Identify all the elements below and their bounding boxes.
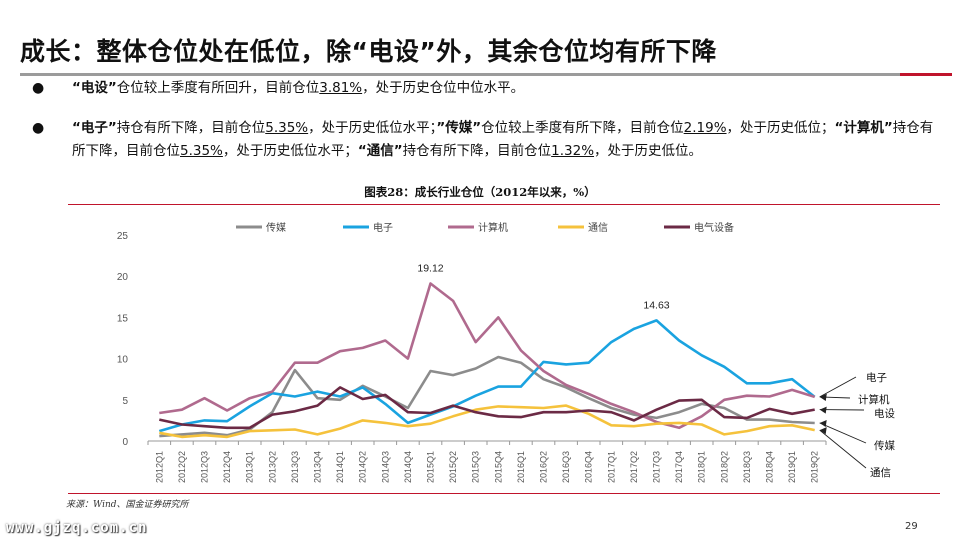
legend-label: 电子 [373, 221, 393, 234]
y-tick-label: 5 [122, 396, 128, 407]
arrow-head-icon [819, 419, 827, 427]
series-line [159, 404, 815, 439]
legend-label: 通信 [588, 222, 608, 234]
bullet-1-segment-10: 5.35% [180, 143, 223, 159]
bullet-1-segment-7: ，处于历史低位； [726, 120, 835, 136]
bullet-0-segment-0: “电设” [72, 80, 117, 96]
source-note: 来源：Wind、国金证券研究所 [66, 500, 189, 510]
x-tick-label: 2017Q1 [606, 451, 616, 483]
x-tick-label: 2012Q2 [177, 451, 187, 483]
y-tick-label: 20 [117, 272, 129, 283]
y-tick-label: 10 [117, 355, 129, 366]
bullet-1-segment-3: ，处于历史低位水平； [308, 120, 437, 136]
x-tick-label: 2016Q1 [516, 451, 526, 483]
bullet-1-segment-0: “电子” [72, 120, 117, 136]
y-tick-label: 0 [122, 437, 128, 448]
page-title: 成长：整体仓位处在低位，除“电设”外，其余仓位均有所下降 [20, 37, 717, 66]
legend-label: 电气设备 [694, 221, 734, 234]
end-label: 传媒 [874, 439, 895, 452]
series-line [159, 386, 815, 430]
x-tick-label: 2013Q2 [267, 451, 277, 483]
end-label: 电子 [866, 371, 887, 384]
bullet-1-segment-13: 持仓有所下降，目前仓位 [402, 143, 552, 159]
bullet-1-segment-8: “计算机” [834, 120, 893, 136]
x-tick-label: 2018Q2 [719, 451, 729, 483]
chart-bottom-rule [68, 493, 940, 494]
arrow-head-icon [819, 406, 827, 414]
bullet-1-segment-9: 持仓有所下降，目前仓位 [72, 120, 934, 159]
x-tick-label: 2015Q2 [448, 451, 458, 483]
end-label-pointer [819, 429, 867, 469]
bullet-0-segment-2: 3.81% [319, 80, 363, 96]
bullet-1-segment-1: 持仓有所下降，目前仓位 [116, 120, 266, 136]
x-tick-label: 2014Q1 [335, 451, 345, 483]
bullet-0-segment-3: ，处于历史仓位中位水平。 [362, 80, 525, 96]
x-tick-label: 2018Q4 [765, 451, 775, 483]
title-divider-accent [900, 73, 952, 76]
series-line [159, 282, 816, 430]
bullet-dot: ● [32, 120, 45, 136]
x-tick-label: 2016Q4 [584, 451, 594, 483]
x-tick-label: 2017Q3 [652, 451, 662, 483]
bullet-dot: ● [32, 80, 45, 96]
bullet-1-segment-11: ，处于历史低位水平； [222, 143, 358, 159]
x-tick-label: 2012Q1 [154, 451, 164, 483]
end-label: 通信 [870, 467, 891, 479]
x-tick-label: 2013Q1 [245, 451, 255, 483]
bullet-1-segment-6: 2.19% [683, 120, 727, 136]
x-tick-label: 2013Q3 [290, 451, 300, 483]
x-tick-label: 2012Q3 [200, 451, 210, 483]
end-label-pointer [819, 376, 857, 398]
end-label-pointer [819, 422, 867, 444]
title-divider [20, 73, 952, 76]
arrow-head-icon [819, 393, 827, 401]
page-number: 29 [905, 521, 918, 532]
bullet-point-1: ● “电设”仓位较上季度有所回升，目前仓位3.81%，处于历史仓位中位水平。 [32, 77, 940, 100]
bullet-1-segment-14: 1.32% [551, 143, 595, 159]
bullet-text: “电子”持仓有所下降，目前仓位5.35%，处于历史低位水平；”传媒”仓位较上季度… [40, 117, 940, 163]
x-tick-label: 2018Q1 [697, 451, 707, 483]
x-tick-label: 2014Q3 [380, 451, 390, 483]
x-tick-label: 2016Q3 [561, 451, 571, 483]
x-tick-label: 2019Q1 [787, 451, 797, 483]
x-tick-label: 2015Q1 [426, 451, 436, 483]
x-tick-label: 2017Q2 [629, 451, 639, 483]
x-tick-label: 2014Q4 [403, 451, 413, 483]
bullet-point-2: ● “电子”持仓有所下降，目前仓位5.35%，处于历史低位水平；”传媒”仓位较上… [32, 117, 940, 163]
legend-label: 传媒 [266, 222, 286, 234]
data-label: 19.12 [417, 262, 443, 274]
legend-label: 计算机 [478, 221, 508, 234]
x-tick-label: 2014Q2 [358, 451, 368, 483]
end-label: 电设 [874, 407, 895, 420]
bullet-1-segment-12: “通信” [357, 143, 403, 159]
x-tick-label: 2013Q4 [313, 451, 323, 483]
x-tick-label: 2019Q2 [810, 451, 820, 483]
bullet-1-segment-5: 仓位较上季度有所下降，目前仓位 [481, 120, 684, 136]
bullet-0-segment-1: 仓位较上季度有所回升，目前仓位 [116, 80, 320, 96]
bullet-1-segment-2: 5.35% [265, 120, 309, 136]
footer-url: www.gjzq.com.cn [6, 520, 148, 536]
x-tick-label: 2018Q3 [742, 451, 752, 483]
x-tick-label: 2015Q4 [493, 451, 503, 483]
y-tick-label: 15 [117, 313, 129, 324]
x-tick-label: 2017Q4 [674, 451, 684, 483]
y-tick-label: 25 [117, 231, 129, 242]
data-label: 14.63 [643, 299, 669, 311]
end-label: 计算机 [858, 393, 890, 406]
chart-top-rule [68, 204, 940, 205]
bullet-text: “电设”仓位较上季度有所回升，目前仓位3.81%，处于历史仓位中位水平。 [40, 77, 940, 100]
arrow-head-icon [819, 427, 827, 435]
series-line [159, 355, 815, 438]
series-line [158, 319, 816, 433]
bullet-1-segment-4: ”传媒” [436, 120, 482, 136]
x-tick-label: 2015Q3 [471, 451, 481, 483]
bullet-1-segment-15: ，处于历史低位。 [594, 143, 703, 159]
x-tick-label: 2016Q2 [539, 451, 549, 483]
x-tick-label: 2012Q4 [222, 451, 232, 483]
chart-caption: 图表28：成长行业仓位（2012年以来，%） [364, 185, 596, 199]
